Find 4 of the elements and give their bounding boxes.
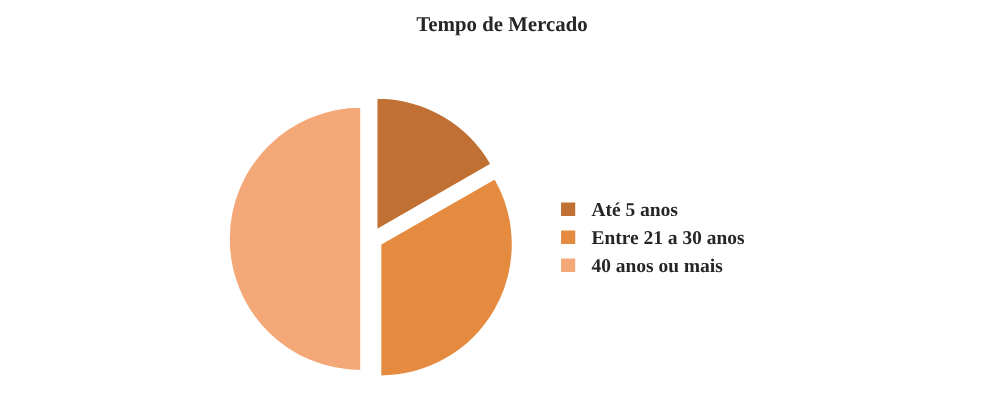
chart-title: Tempo de Mercado — [416, 16, 587, 36]
legend-label: Entre 21 a 30 anos — [591, 231, 745, 245]
legend-label: 40 anos ou mais — [591, 258, 723, 273]
legend-label: Até 5 anos — [591, 202, 678, 217]
